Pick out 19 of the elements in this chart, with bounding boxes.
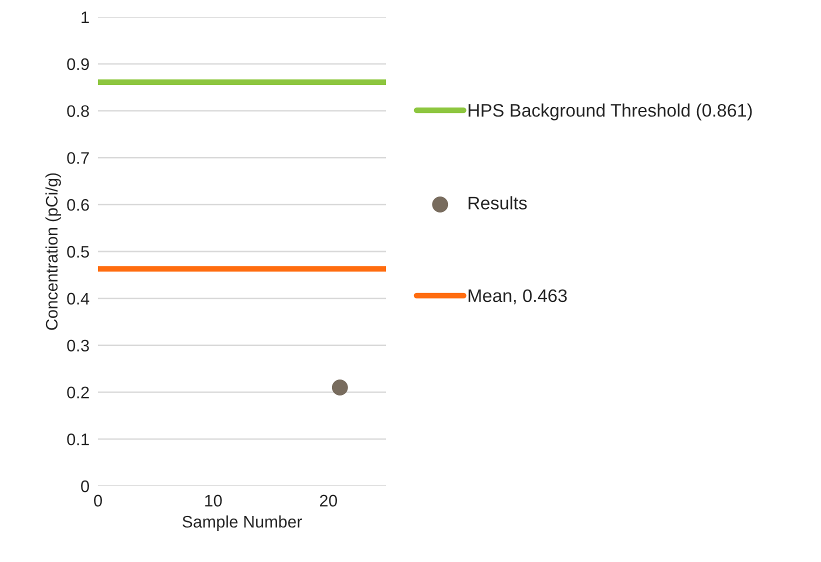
y-tick-label: 0.8 <box>67 105 89 118</box>
y-tick-label: 0.9 <box>67 58 89 70</box>
x-tick-label: 0 <box>94 494 102 507</box>
y-tick-label: 0.4 <box>67 292 90 305</box>
y-tick-label: 1 <box>82 12 89 24</box>
legend-label: HPS Background Threshold (0.861) <box>468 104 752 120</box>
x-tick-label: 10 <box>205 494 222 507</box>
legend-label: Mean, 0.463 <box>468 289 567 304</box>
y-axis-title: Concentration (pCi/g) <box>45 173 61 330</box>
y-tick-label: 0.6 <box>67 199 89 211</box>
y-tick-label: 0 <box>81 480 90 492</box>
y-tick-label: 0.1 <box>67 434 89 446</box>
y-tick-label: 0.3 <box>67 340 89 352</box>
y-tick-label: 0.7 <box>67 152 89 164</box>
x-tick-label: 20 <box>320 494 338 507</box>
x-axis-title: Sample Number <box>182 515 302 531</box>
y-tick-label: 0.2 <box>67 386 89 398</box>
y-tick-label: 0.5 <box>67 246 89 258</box>
legend-label: Results <box>468 196 527 210</box>
